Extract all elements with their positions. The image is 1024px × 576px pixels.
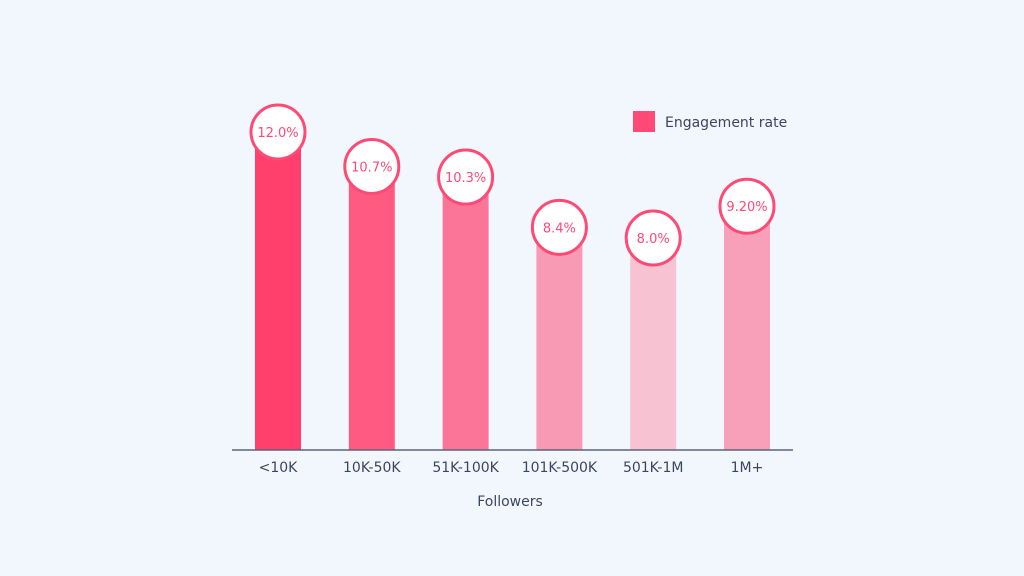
bar-group: 8.0% (624, 209, 682, 450)
bar (724, 206, 770, 450)
bar-group: 9.20% (718, 177, 776, 450)
x-tick-label: 10K-50K (343, 460, 401, 476)
data-label: 12.0% (257, 126, 298, 141)
bar-group: 10.3% (437, 148, 495, 451)
x-tick-label: 51K-100K (432, 460, 499, 476)
x-tick-label: 501K-1M (623, 460, 683, 476)
value-badge (624, 209, 682, 267)
x-tick-label: <10K (259, 460, 299, 476)
legend: Engagement rate (633, 111, 787, 132)
value-badge (530, 198, 588, 256)
bar (348, 166, 395, 450)
data-label: 8.0% (637, 232, 670, 247)
data-label: 10.7% (351, 160, 392, 175)
bar (536, 227, 583, 450)
bar (255, 132, 301, 450)
value-badge (249, 103, 307, 161)
value-badge (437, 148, 495, 206)
bar (442, 177, 489, 451)
data-label: 8.4% (543, 221, 576, 236)
value-badge (343, 137, 401, 195)
data-label: 10.3% (445, 171, 486, 186)
x-axis-title: Followers (477, 494, 543, 510)
legend-swatch (633, 111, 655, 132)
bar (630, 238, 677, 450)
bar-group: 8.4% (530, 198, 588, 450)
x-tick-label: 101K-500K (522, 460, 598, 476)
legend-label: Engagement rate (665, 115, 787, 131)
x-tick-label: 1M+ (731, 460, 764, 476)
bar-group: 12.0% (249, 103, 307, 450)
value-badge (718, 177, 776, 235)
bar-group: 10.7% (343, 137, 401, 450)
data-label: 9.20% (726, 200, 767, 215)
